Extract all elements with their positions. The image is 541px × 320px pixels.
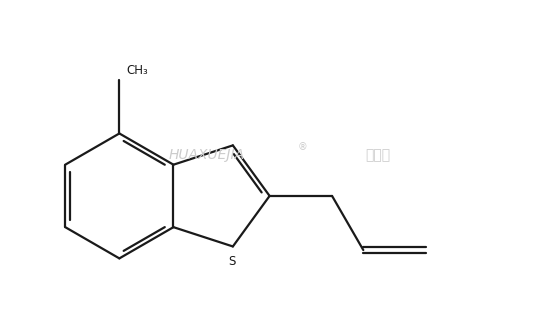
Text: 化学加: 化学加 xyxy=(365,148,390,162)
Text: CH₃: CH₃ xyxy=(127,64,149,77)
Text: HUAXUEJIA: HUAXUEJIA xyxy=(168,148,245,162)
Text: ®: ® xyxy=(298,142,307,152)
Text: S: S xyxy=(228,255,235,268)
